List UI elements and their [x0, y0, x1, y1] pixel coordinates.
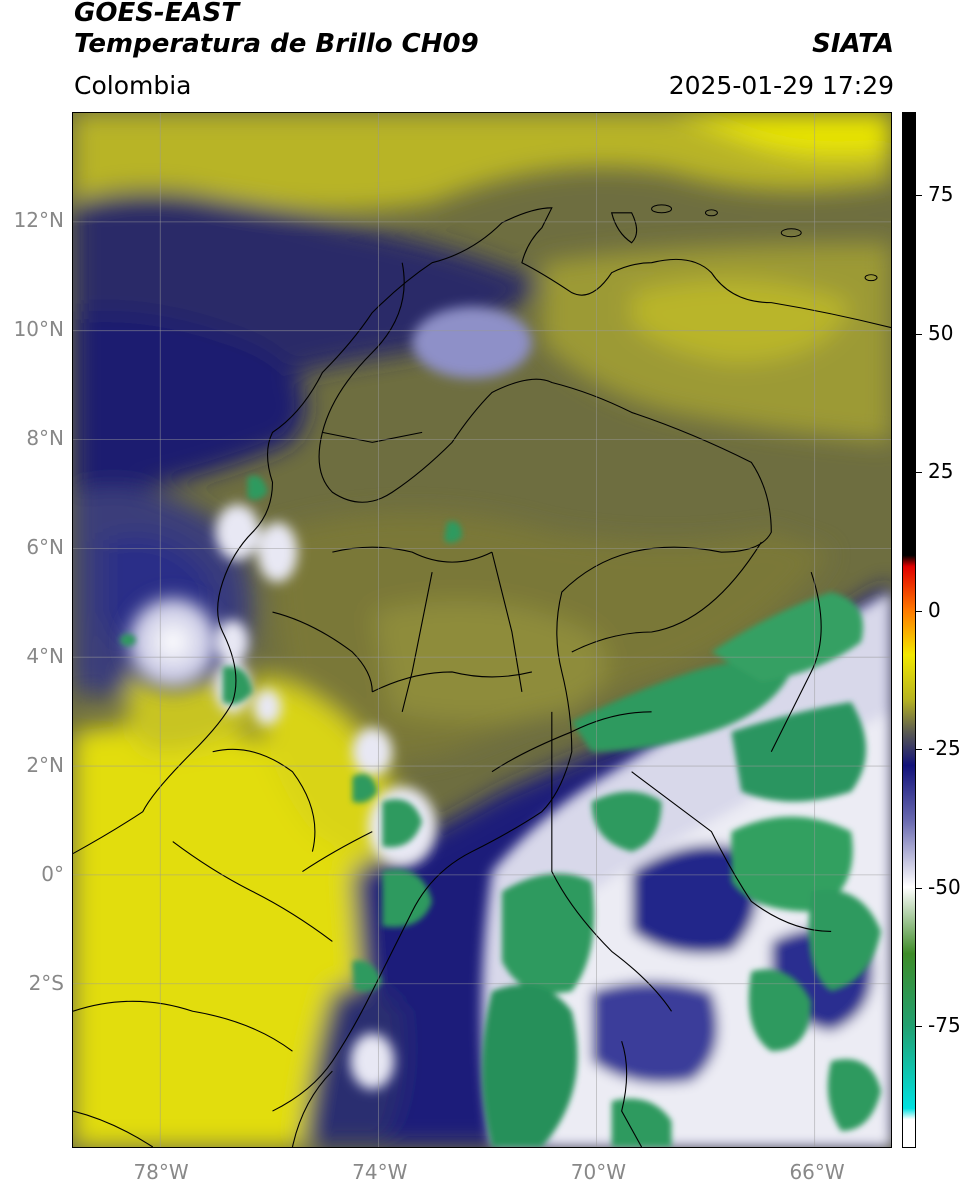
institution-label: SIATA	[812, 29, 894, 59]
colorbar-tick-mark	[916, 195, 922, 197]
colorbar-tick-label: 25	[928, 459, 954, 484]
colorbar-tick-mark	[916, 1026, 922, 1028]
colorbar-tick-label: -75	[928, 1013, 961, 1038]
brightness-temperature-image	[73, 113, 891, 1147]
colorbar-tick-label: 0	[928, 597, 941, 622]
colorbar	[902, 112, 916, 1148]
colorbar-tick-label: -25	[928, 736, 961, 761]
lon-tick-label: 66°W	[789, 1160, 845, 1184]
islands	[651, 204, 878, 282]
datetime-label: 2025-01-29 17:29	[668, 71, 894, 100]
cold-cores	[119, 475, 882, 1147]
lon-tick-label: 74°W	[352, 1160, 408, 1184]
colorbar-tick-mark	[916, 333, 922, 335]
satellite-map[interactable]	[72, 112, 892, 1148]
lat-tick-label: 10°N	[13, 317, 64, 342]
graticule	[73, 113, 891, 1147]
lat-tick-label: 12°N	[13, 208, 64, 233]
lat-tick-label: 6°N	[26, 535, 64, 560]
colorbar-tick-mark	[916, 749, 922, 751]
lon-tick-label: 78°W	[133, 1160, 189, 1184]
lat-tick-label: 8°N	[26, 426, 64, 451]
colorbar-tick-label: 50	[928, 320, 954, 345]
product-title: Temperatura de Brillo CH09	[74, 29, 479, 59]
lat-tick-label: 0°	[41, 862, 64, 887]
colorbar-tick-mark	[916, 472, 922, 474]
colorbar-tick-label: 75	[928, 182, 954, 207]
region-label: Colombia	[74, 71, 192, 100]
colorbar-tick-mark	[916, 610, 922, 612]
lat-tick-label: 2°N	[26, 753, 64, 778]
lat-tick-label: 4°N	[26, 644, 64, 669]
colorbar-tick-label: -50	[928, 874, 961, 899]
satellite-title: GOES-EAST	[74, 0, 240, 28]
colorbar-tick-mark	[916, 887, 922, 889]
lon-tick-label: 70°W	[570, 1160, 627, 1184]
lat-tick-label: 2°S	[28, 971, 64, 996]
